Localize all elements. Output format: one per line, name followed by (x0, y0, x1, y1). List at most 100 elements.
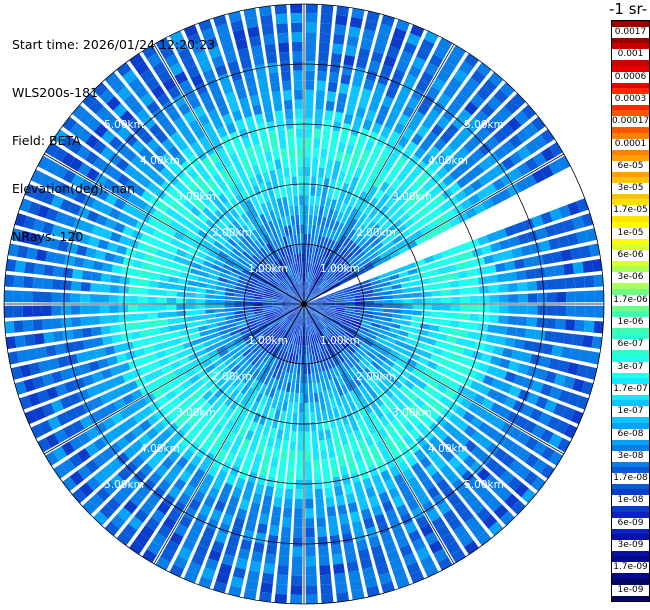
beta-gate-cell (168, 187, 180, 199)
beta-gate-cell (323, 314, 333, 320)
beta-gate-cell (270, 334, 278, 344)
beta-gate-cell (321, 410, 328, 421)
beta-gate-cell (480, 353, 492, 364)
beta-gate-cell (189, 374, 201, 385)
beta-gate-cell (448, 272, 459, 281)
beta-gate-cell (276, 315, 286, 322)
beta-gate-cell (321, 4, 334, 15)
beta-gate-cell (205, 289, 216, 295)
beta-gate-cell (403, 218, 415, 229)
beta-gate-cell (310, 186, 316, 196)
beta-gate-cell (467, 117, 482, 132)
beta-gate-cell (383, 540, 397, 553)
beta-gate-cell (77, 465, 92, 480)
beta-gate-cell (316, 517, 326, 528)
range-ring-label: 2.00km (212, 371, 252, 383)
beta-gate-cell (174, 416, 186, 428)
beta-gate-cell (332, 210, 339, 221)
beta-gate-cell (287, 312, 295, 320)
beta-gate-cell (269, 210, 276, 221)
beta-gate-cell (372, 287, 383, 293)
beta-gate-cell (508, 167, 522, 182)
beta-gate-cell (276, 23, 289, 34)
beta-gate-cell (308, 224, 312, 235)
beta-gate-cell (441, 350, 453, 360)
beta-gate-cell (296, 147, 304, 158)
beta-gate-cell (319, 341, 325, 352)
beta-gate-cell (56, 412, 70, 426)
beta-gate-cell (255, 216, 263, 227)
beta-gate-cell (196, 348, 207, 357)
beta-gate-cell (264, 314, 275, 319)
beta-gate-cell (296, 373, 300, 384)
colorbar-tick-label: 1.7e-09 (612, 562, 649, 574)
beta-gate-cell (59, 396, 73, 410)
beta-gate-cell (413, 397, 426, 409)
beta-gate-cell (191, 262, 203, 270)
beta-gate-cell (262, 328, 272, 336)
beta-gate-cell (291, 32, 303, 43)
beta-gate-cell (385, 509, 398, 522)
beta-gate-cell (260, 363, 269, 373)
beta-gate-cell (117, 126, 132, 141)
beta-gate-cell (395, 240, 406, 250)
beta-gate-cell (262, 405, 270, 417)
beta-gate-cell (174, 71, 188, 85)
beta-gate-cell (72, 104, 87, 120)
beta-gate-cell (134, 348, 146, 358)
beta-gate-cell (337, 504, 348, 516)
beta-gate-cell (394, 207, 406, 218)
beta-gate-cell (265, 315, 275, 321)
beta-gate-cell (205, 294, 215, 299)
beta-gate-cell (306, 296, 315, 303)
beta-gate-cell (279, 329, 287, 339)
beta-gate-cell (473, 202, 486, 215)
beta-gate-cell (266, 355, 274, 365)
beta-gate-cell (310, 285, 317, 294)
beta-gate-cell (208, 274, 219, 281)
beta-gate-cell (449, 427, 463, 440)
beta-gate-cell (305, 316, 308, 327)
beta-gate-cell (448, 182, 462, 195)
beta-gate-cell (54, 343, 66, 355)
beta-gate-cell (128, 313, 139, 322)
beta-gate-cell (23, 215, 36, 230)
beta-gate-cell (402, 293, 413, 299)
beta-gate-cell (408, 529, 422, 543)
beta-gate-cell (220, 381, 231, 392)
beta-gate-cell (368, 251, 379, 261)
beta-gate-cell (435, 152, 448, 166)
beta-gate-cell (465, 368, 477, 379)
beta-gate-cell (268, 333, 277, 342)
beta-gate-cell (205, 255, 216, 264)
beta-gate-cell (527, 305, 538, 315)
beta-gate-cell (254, 64, 267, 76)
beta-gate-cell (489, 355, 502, 366)
beta-gate-cell (244, 234, 254, 245)
beta-gate-cell (336, 233, 344, 243)
beta-gate-cell (304, 335, 306, 346)
beta-gate-cell (153, 256, 164, 266)
beta-gate-cell (438, 326, 449, 334)
beta-gate-cell (225, 473, 237, 486)
beta-gate-cell (294, 205, 299, 215)
range-ring-label: 3.00km (392, 191, 432, 203)
beta-gate-cell (565, 305, 576, 317)
beta-gate-cell (470, 461, 484, 475)
beta-gate-cell (100, 448, 115, 462)
beta-gate-cell (399, 276, 411, 283)
beta-gate-cell (486, 152, 500, 166)
beta-gate-cell (184, 462, 197, 475)
beta-gate-cell (315, 372, 321, 383)
beta-gate-cell (267, 318, 277, 325)
beta-gate-cell (234, 354, 245, 364)
beta-gate-cell (242, 373, 251, 384)
beta-gate-cell (32, 305, 43, 317)
beta-gate-cell (323, 340, 330, 350)
beta-gate-cell (180, 160, 193, 173)
beta-gate-cell (305, 13, 318, 23)
beta-gate-cell (243, 309, 254, 314)
beta-gate-cell (536, 317, 547, 328)
beta-gate-cell (77, 431, 92, 446)
